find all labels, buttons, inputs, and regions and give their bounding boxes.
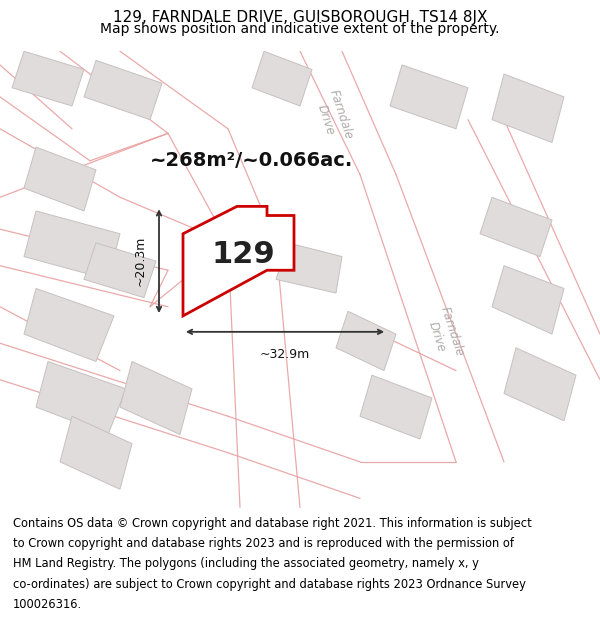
Text: to Crown copyright and database rights 2023 and is reproduced with the permissio: to Crown copyright and database rights 2… — [13, 537, 514, 550]
Text: Map shows position and indicative extent of the property.: Map shows position and indicative extent… — [100, 22, 500, 36]
Text: 129: 129 — [211, 240, 275, 269]
Polygon shape — [120, 361, 192, 434]
Text: HM Land Registry. The polygons (including the associated geometry, namely x, y: HM Land Registry. The polygons (includin… — [13, 558, 479, 571]
Polygon shape — [504, 348, 576, 421]
Polygon shape — [252, 51, 312, 106]
Text: Contains OS data © Crown copyright and database right 2021. This information is : Contains OS data © Crown copyright and d… — [13, 517, 532, 530]
Text: ~268m²/~0.066ac.: ~268m²/~0.066ac. — [151, 151, 353, 170]
Text: Farndale
Drive: Farndale Drive — [311, 88, 355, 146]
Polygon shape — [492, 266, 564, 334]
Text: Farndale
Drive: Farndale Drive — [422, 305, 466, 363]
Polygon shape — [12, 51, 84, 106]
Polygon shape — [84, 243, 156, 298]
Text: 100026316.: 100026316. — [13, 598, 82, 611]
Polygon shape — [360, 375, 432, 439]
Text: co-ordinates) are subject to Crown copyright and database rights 2023 Ordnance S: co-ordinates) are subject to Crown copyr… — [13, 578, 526, 591]
Polygon shape — [60, 416, 132, 489]
Polygon shape — [336, 311, 396, 371]
Polygon shape — [480, 198, 552, 256]
Polygon shape — [276, 243, 342, 293]
Text: ~20.3m: ~20.3m — [134, 236, 147, 286]
Polygon shape — [84, 61, 162, 120]
Polygon shape — [24, 147, 96, 211]
Text: 129, FARNDALE DRIVE, GUISBOROUGH, TS14 8JX: 129, FARNDALE DRIVE, GUISBOROUGH, TS14 8… — [113, 10, 487, 25]
Polygon shape — [36, 361, 126, 434]
Polygon shape — [390, 65, 468, 129]
Text: ~32.9m: ~32.9m — [260, 348, 310, 361]
Polygon shape — [183, 206, 294, 316]
Polygon shape — [24, 289, 114, 361]
Polygon shape — [24, 211, 120, 279]
Polygon shape — [492, 74, 564, 142]
